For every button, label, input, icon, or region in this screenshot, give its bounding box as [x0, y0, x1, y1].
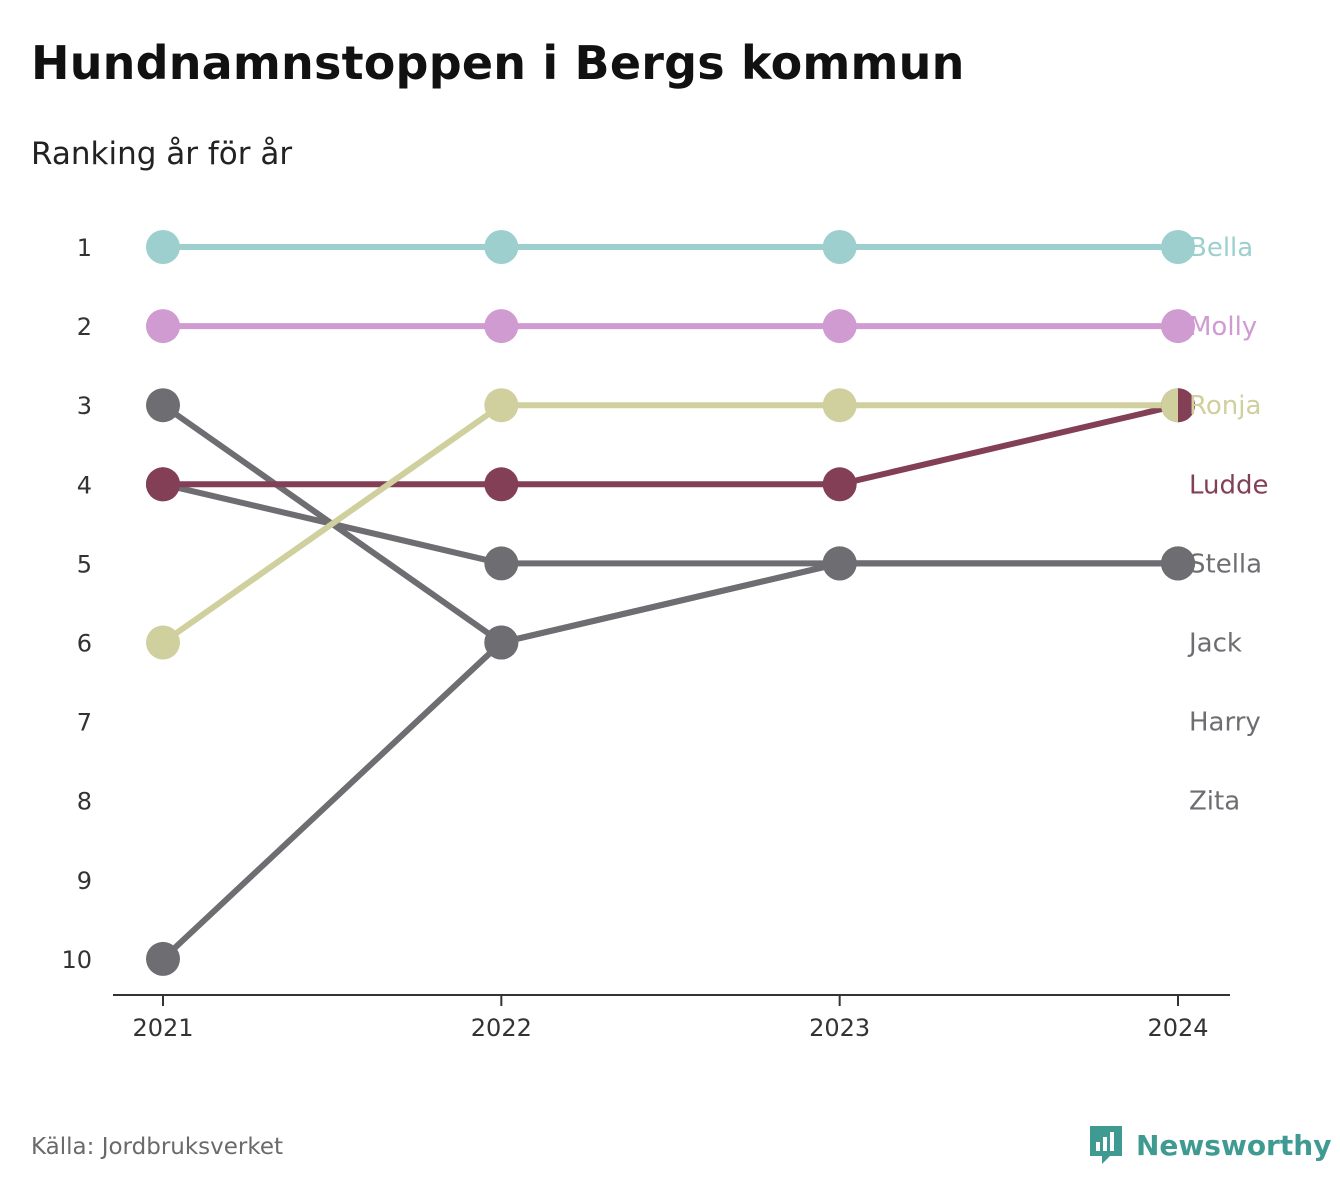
series-label-jack: Jack — [1187, 629, 1242, 659]
series-label-stella: Stella — [1189, 549, 1262, 579]
series-line-ronja — [161, 402, 1178, 645]
y-tick-label: 5 — [77, 550, 92, 578]
series-point-stella — [822, 546, 857, 581]
series-point-ludde — [484, 467, 519, 502]
series-end-labels: Bella Molly Ronja Ludde Stella Jack Harry Zita — [1187, 233, 1269, 817]
series-label-ronja: Ronja — [1189, 391, 1261, 421]
y-tick-label: 4 — [77, 471, 92, 499]
x-tick-label: 2024 — [1147, 1014, 1208, 1042]
series-point-ludde — [822, 467, 857, 502]
series-point-ronja — [146, 625, 180, 660]
source-note: Källa: Jordbruksverket — [31, 1134, 284, 1160]
series-label-molly: Molly — [1189, 312, 1257, 342]
series-point-molly — [1161, 309, 1195, 344]
series-point-molly — [146, 309, 180, 344]
series-line-stella — [162, 481, 1178, 567]
series-label-bella: Bella — [1189, 233, 1253, 263]
y-axis-ticks: 1 2 3 4 5 6 7 8 9 10 — [61, 234, 92, 974]
x-tick-label: 2021 — [132, 1014, 193, 1042]
y-tick-label: 1 — [77, 234, 92, 262]
y-tick-label: 2 — [77, 313, 92, 341]
series-point-jack — [146, 388, 180, 423]
series-point-half-ludde — [146, 467, 163, 502]
series-points — [146, 230, 1195, 976]
x-tick-label: 2023 — [809, 1014, 870, 1042]
series-label-harry: Harry — [1189, 708, 1261, 738]
series-point-ronja — [484, 388, 519, 423]
newsworthy-logo-icon — [1090, 1126, 1122, 1164]
series-point-bella — [484, 230, 519, 264]
x-axis-ticks: 2021 2022 2023 2024 — [132, 995, 1209, 1042]
y-tick-label: 10 — [61, 946, 92, 974]
y-tick-label: 9 — [77, 867, 92, 895]
series-line-harry — [160, 560, 1178, 962]
series-point-molly — [484, 309, 519, 344]
series-point-harry — [146, 941, 180, 976]
chart-title: Hundnamnstoppen i Bergs kommun — [31, 36, 965, 90]
series-line-ludde — [163, 402, 1179, 488]
series-point-bella — [822, 230, 857, 264]
series-point-molly — [822, 309, 857, 344]
series-label-zita: Zita — [1189, 787, 1240, 817]
chart-subtitle: Ranking år för år — [31, 136, 293, 172]
series-lines — [160, 244, 1179, 962]
series-point-stella — [484, 546, 519, 581]
series-point-ronja — [822, 388, 857, 423]
y-tick-label: 8 — [77, 788, 92, 816]
series-point-jack — [484, 625, 519, 660]
y-tick-label: 7 — [77, 709, 92, 737]
series-point-bella — [1161, 230, 1195, 264]
brand-name: Newsworthy — [1136, 1128, 1332, 1162]
x-tick-label: 2022 — [471, 1014, 532, 1042]
y-tick-label: 3 — [77, 392, 92, 420]
series-label-ludde: Ludde — [1189, 470, 1269, 500]
series-point-half-ludde — [1178, 388, 1195, 423]
y-tick-label: 6 — [77, 630, 92, 658]
series-point-stella — [1161, 546, 1195, 581]
brand-logo: Newsworthy — [1088, 1124, 1331, 1166]
series-point-bella — [146, 230, 180, 264]
